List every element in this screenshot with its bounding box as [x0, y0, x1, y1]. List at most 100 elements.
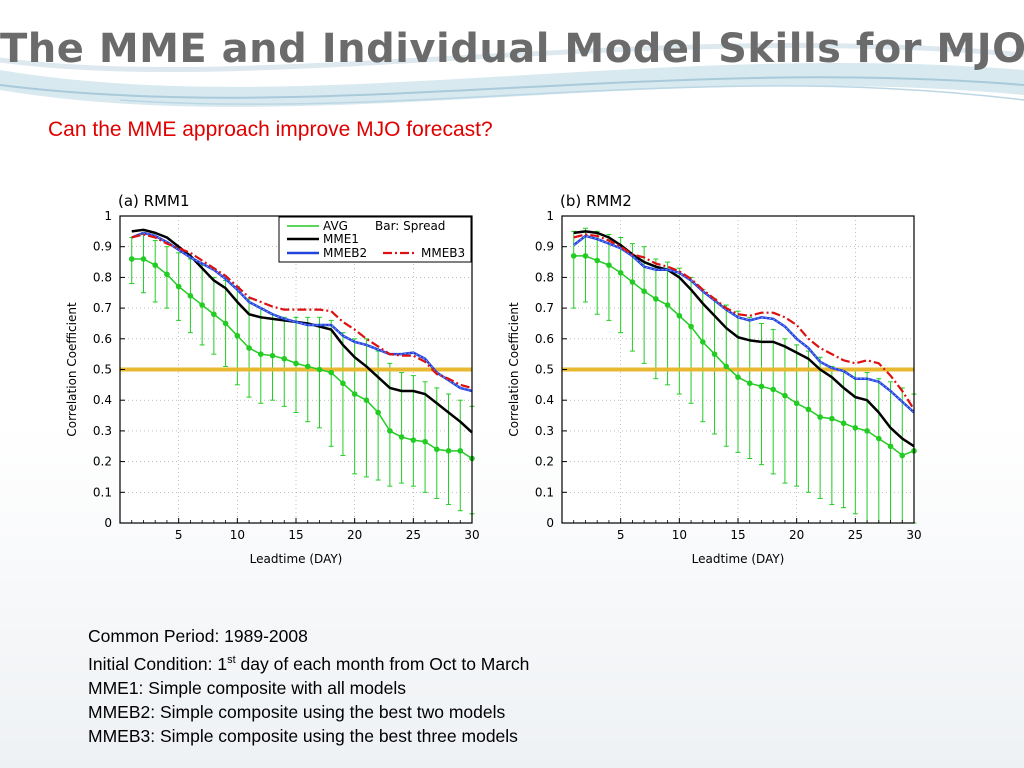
x-tick-label: 25 [406, 528, 421, 542]
avg-point [222, 320, 229, 327]
spread-bar [817, 356, 823, 499]
avg-point [434, 446, 440, 453]
x-tick-label: 15 [288, 528, 303, 542]
avg-point [770, 386, 776, 393]
slide-subtitle: Can the MME approach improve MJO forecas… [48, 118, 493, 141]
x-tick-label: 15 [730, 528, 745, 542]
legend-label-mmeb3: MMEB3 [421, 246, 465, 260]
avg-point [676, 312, 683, 319]
avg-point [246, 345, 252, 351]
avg-point [711, 351, 718, 357]
y-tick-label: 0.4 [93, 393, 112, 407]
series-line-mme1 [573, 230, 915, 448]
x-tick-label: 5 [175, 528, 183, 542]
legend-spread-label: Bar: Spread [375, 219, 445, 233]
y-tick-label: 0.8 [93, 270, 112, 284]
spread-bar [422, 381, 428, 493]
spread-bar [582, 227, 588, 303]
avg-point [817, 414, 823, 420]
chart-title: (b) RMM2 [560, 192, 632, 210]
avg-point [864, 428, 870, 434]
spread-bar [164, 246, 170, 309]
avg-point [852, 425, 859, 431]
avg-point [735, 374, 741, 380]
spread-bar [665, 261, 671, 386]
avg-point [758, 383, 765, 390]
x-tick-label: 20 [347, 528, 362, 542]
spread-bar [758, 322, 764, 466]
x-tick-label: 10 [672, 528, 687, 542]
avg-point [387, 428, 393, 434]
slide-title: The MME and Individual Model Skills for … [0, 26, 1024, 72]
chart-rmm2: 5 10 15 20 25 30 0 0.1 0.2 0.3 0.4 0.5 0.6 0.7 0.8 0.9 1… [492, 180, 962, 580]
avg-point [899, 452, 906, 459]
spread-bar [316, 316, 322, 429]
avg-point [829, 415, 835, 422]
avg-point [629, 279, 636, 285]
series-line-mmeb2-dots [573, 235, 915, 413]
avg-point [304, 363, 311, 370]
spread-bar [152, 240, 158, 303]
spread-bar [387, 362, 393, 487]
y-tick-label: 0.8 [535, 270, 554, 284]
note-mme1: MME1: Simple composite with all models [88, 677, 407, 698]
y-axis-label: Correlation Coefficient [507, 302, 521, 437]
avg-point [375, 409, 381, 416]
avg-point [398, 434, 405, 440]
spread-bar [606, 233, 612, 321]
avg-point [782, 392, 788, 399]
avg-point [457, 448, 464, 454]
y-tick-label: 0.5 [93, 363, 112, 377]
chart-title: (a) RMM1 [118, 192, 190, 210]
x-tick-label: 5 [617, 528, 625, 542]
avg-point [606, 262, 612, 268]
avg-point [363, 397, 370, 403]
avg-point [594, 257, 600, 264]
y-tick-label: 0.6 [535, 332, 554, 346]
avg-point [582, 253, 589, 259]
avg-point [805, 406, 812, 413]
spread-bar [629, 243, 635, 352]
legend-label-mme1: MME1 [323, 232, 359, 246]
y-tick-label: 0.3 [93, 424, 112, 438]
avg-point [723, 363, 730, 370]
avg-point [258, 351, 264, 357]
avg-point [664, 302, 671, 308]
y-tick-label: 0.7 [93, 301, 112, 315]
spread-bar [410, 375, 416, 487]
y-tick-label: 0.1 [93, 485, 112, 499]
note-initial-condition-post: day of each month from Oct to March [235, 653, 530, 674]
avg-point [410, 437, 417, 443]
chart-rmm1: 5 10 15 20 25 30 0 0.1 0.2 0.3 0.4 0.5 0.6 0.7 0.8 0.9 1… [50, 180, 520, 580]
avg-point [293, 360, 299, 367]
note-common-period: Common Period: 1989-2008 [88, 626, 308, 646]
spread-bar [352, 338, 358, 475]
y-tick-label: 0.2 [535, 455, 554, 469]
x-tick-label: 30 [906, 528, 921, 542]
spread-bar [770, 329, 776, 475]
x-axis-label: Leadtime (DAY) [250, 552, 343, 566]
avg-point [653, 296, 659, 302]
avg-point [688, 323, 694, 330]
series-line-mmeb2-dots [131, 232, 473, 392]
avg-point [175, 283, 182, 290]
spread-bar [653, 258, 659, 380]
x-tick-label: 25 [848, 528, 863, 542]
avg-point [281, 355, 288, 362]
spread-bar [328, 319, 334, 447]
avg-point [164, 271, 170, 278]
avg-point [152, 262, 158, 268]
y-tick-label: 0.5 [535, 363, 554, 377]
legend-label-mmeb2: MMEB2 [323, 246, 367, 260]
series-line-mmeb3 [131, 233, 473, 389]
y-tick-label: 0.2 [93, 455, 112, 469]
spread-bar [618, 236, 624, 334]
spread-bar [735, 310, 741, 453]
avg-point [746, 380, 753, 387]
spread-bar [676, 267, 682, 395]
note-mmeb3: MMEB3: Simple composite using the best t… [88, 725, 518, 746]
chart-svg-1: 5 10 15 20 25 30 0 0.1 0.2 0.3 0.4 0.5 0.6 0.7 0.8 0.9 1… [65, 192, 480, 566]
x-tick-label: 10 [230, 528, 245, 542]
avg-point [340, 380, 346, 387]
